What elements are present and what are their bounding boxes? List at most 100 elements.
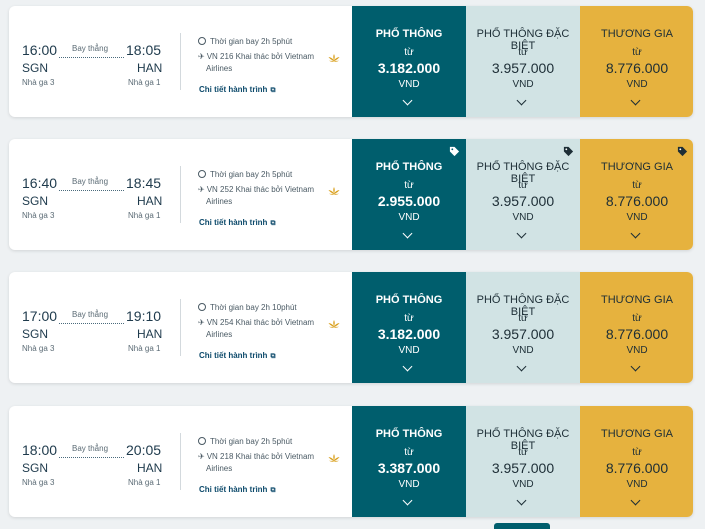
chevron-down-icon <box>630 361 641 372</box>
fare-economy-price: 2.955.000 <box>377 193 441 209</box>
flight-times: 16:00 Bay thẳng 18:05 SGN HAN Nhà ga 3 N… <box>9 6 184 117</box>
fare-deluxe-price: 3.957.000 <box>491 326 555 342</box>
operator-text: VN 218 Khai thác bởi Vietnam <box>206 452 315 461</box>
arrival-time: 18:05 <box>126 42 162 58</box>
flight-duration: Thời gian bay 2h 10phút <box>198 303 297 312</box>
fare-from-label: từ <box>518 180 528 191</box>
chevron-down-icon <box>402 495 413 506</box>
fare-from-label: từ <box>404 447 414 458</box>
fare-currency: VND <box>512 212 534 223</box>
operator-text: VN 216 Khai thác bởi Vietnam <box>206 52 315 61</box>
fare-deluxe-price: 3.957.000 <box>491 193 555 209</box>
lotus-logo-icon <box>328 454 340 462</box>
clock-icon <box>198 437 206 445</box>
fare-business-label: THƯƠNG GIA <box>601 161 673 173</box>
fare-from-label: từ <box>632 447 642 458</box>
lotus-logo-icon <box>328 54 340 62</box>
divider <box>180 33 181 90</box>
divider <box>180 433 181 490</box>
fare-economy[interactable]: PHỔ THÔNG từ 3.182.000 VND <box>352 6 466 117</box>
airline-name: Airlines <box>206 64 233 73</box>
duration-text: Thời gian bay 2h 5phút <box>210 437 293 446</box>
plane-icon: ✈ <box>198 318 205 327</box>
fare-currency: VND <box>626 479 648 490</box>
divider <box>180 166 181 223</box>
operator-text: VN 254 Khai thác bởi Vietnam <box>206 318 315 327</box>
fare-currency: VND <box>512 345 534 356</box>
route-type: Bay thẳng <box>72 444 109 453</box>
arrival-airport: HAN <box>137 194 163 208</box>
fare-deluxe[interactable]: PHỔ THÔNG ĐẶC BIỆT từ 3.957.000 VND <box>466 272 580 383</box>
arrival-terminal: Nhà ga 1 <box>128 78 161 87</box>
flight-operator: ✈ VN 218 Khai thác bởi Vietnam <box>198 452 314 461</box>
fare-from-label: từ <box>404 180 414 191</box>
lotus-logo-icon <box>328 187 340 195</box>
fare-currency: VND <box>512 479 534 490</box>
flight-details-link[interactable]: Chi tiết hành trình ⧉ <box>199 485 276 494</box>
plane-icon: ✈ <box>198 52 205 61</box>
fare-business-price: 8.776.000 <box>605 460 669 476</box>
fare-economy-price: 3.182.000 <box>377 60 441 76</box>
flight-duration: Thời gian bay 2h 5phút <box>198 170 292 179</box>
flight-info: Thời gian bay 2h 5phút ✈ VN 218 Khai thác… <box>194 406 349 517</box>
bottom-button[interactable] <box>494 523 550 529</box>
flight-details-link[interactable]: Chi tiết hành trình ⧉ <box>199 218 276 227</box>
flight-card: 16:00 Bay thẳng 18:05 SGN HAN Nhà ga 3 N… <box>9 6 693 117</box>
departure-terminal: Nhà ga 3 <box>22 478 55 487</box>
arrival-terminal: Nhà ga 1 <box>128 344 161 353</box>
departure-time: 17:00 <box>22 308 58 324</box>
price-tag-icon <box>677 144 688 157</box>
departure-terminal: Nhà ga 3 <box>22 344 55 353</box>
fare-deluxe-label: PHỔ THÔNG ĐẶC BIỆT <box>476 294 570 318</box>
chevron-down-icon <box>516 228 527 239</box>
fare-business-label: THƯƠNG GIA <box>601 294 673 306</box>
airline-name: Airlines <box>206 197 233 206</box>
fare-business-price: 8.776.000 <box>605 326 669 342</box>
fare-currency: VND <box>398 212 420 223</box>
fare-economy[interactable]: PHỔ THÔNG từ 3.182.000 VND <box>352 272 466 383</box>
fare-economy-price: 3.387.000 <box>377 460 441 476</box>
departure-airport: SGN <box>22 61 49 75</box>
fare-from-label: từ <box>632 180 642 191</box>
fare-deluxe[interactable]: PHỔ THÔNG ĐẶC BIỆT từ 3.957.000 VND <box>466 139 580 250</box>
fare-economy[interactable]: PHỔ THÔNG từ 2.955.000 VND <box>352 139 466 250</box>
fare-economy-label: PHỔ THÔNG <box>375 428 443 440</box>
fare-from-label: từ <box>404 313 414 324</box>
fare-currency: VND <box>626 345 648 356</box>
clock-icon <box>198 37 206 45</box>
departure-time: 16:40 <box>22 175 58 191</box>
chevron-down-icon <box>402 228 413 239</box>
clock-icon <box>198 303 206 311</box>
arrival-time: 20:05 <box>126 442 162 458</box>
fare-deluxe-price: 3.957.000 <box>491 460 555 476</box>
flight-details-link[interactable]: Chi tiết hành trình ⧉ <box>199 85 276 94</box>
departure-airport: SGN <box>22 194 49 208</box>
departure-time: 16:00 <box>22 42 58 58</box>
clock-icon <box>198 170 206 178</box>
external-link-icon: ⧉ <box>270 220 276 227</box>
fare-currency: VND <box>398 79 420 90</box>
external-link-icon: ⧉ <box>270 87 276 94</box>
arrival-time: 18:45 <box>126 175 162 191</box>
flight-times: 17:00 Bay thẳng 19:10 SGN HAN Nhà ga 3 N… <box>9 272 184 383</box>
duration-text: Thời gian bay 2h 5phút <box>210 170 293 179</box>
fare-deluxe-label: PHỔ THÔNG ĐẶC BIỆT <box>476 428 570 452</box>
departure-terminal: Nhà ga 3 <box>22 78 55 87</box>
fare-business[interactable]: THƯƠNG GIA từ 8.776.000 VND <box>580 139 693 250</box>
flight-duration: Thời gian bay 2h 5phút <box>198 437 292 446</box>
fare-deluxe[interactable]: PHỔ THÔNG ĐẶC BIỆT từ 3.957.000 VND <box>466 406 580 517</box>
fare-currency: VND <box>398 345 420 356</box>
departure-airport: SGN <box>22 461 49 475</box>
fare-economy[interactable]: PHỔ THÔNG từ 3.387.000 VND <box>352 406 466 517</box>
fare-from-label: từ <box>518 47 528 58</box>
fare-business[interactable]: THƯƠNG GIA từ 8.776.000 VND <box>580 6 693 117</box>
arrival-time: 19:10 <box>126 308 162 324</box>
fare-business[interactable]: THƯƠNG GIA từ 8.776.000 VND <box>580 272 693 383</box>
fare-business[interactable]: THƯƠNG GIA từ 8.776.000 VND <box>580 406 693 517</box>
arrival-airport: HAN <box>137 61 163 75</box>
lotus-logo-icon <box>328 320 340 328</box>
chevron-down-icon <box>402 95 413 106</box>
arrival-airport: HAN <box>137 327 163 341</box>
flight-details-link[interactable]: Chi tiết hành trình ⧉ <box>199 351 276 360</box>
fare-deluxe[interactable]: PHỔ THÔNG ĐẶC BIỆT từ 3.957.000 VND <box>466 6 580 117</box>
